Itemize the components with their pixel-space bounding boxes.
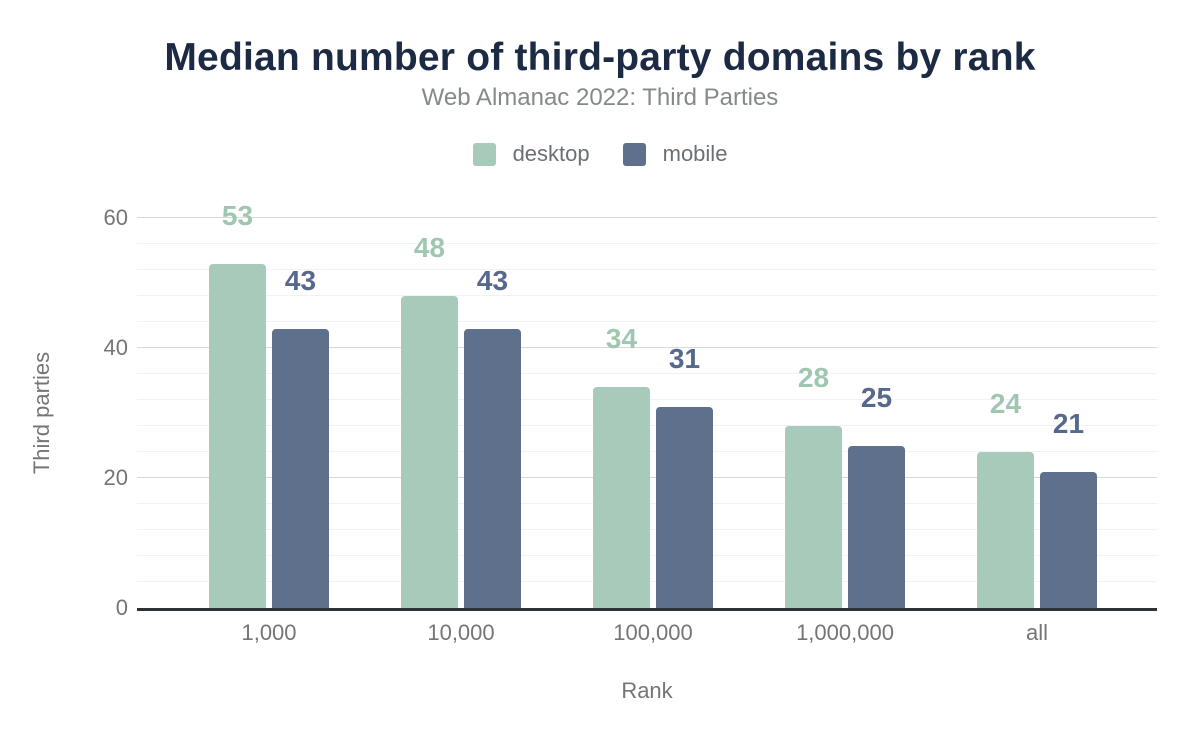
- x-category-label: 1,000: [241, 620, 297, 645]
- legend-label-desktop: desktop: [512, 141, 590, 166]
- major-gridline: [137, 217, 1157, 218]
- y-tick-label: 20: [103, 465, 128, 490]
- bar-desktop: [977, 452, 1034, 608]
- minor-gridline: [137, 321, 1157, 322]
- legend: desktop mobile: [0, 141, 1200, 167]
- bar-value-label: 34: [605, 323, 638, 354]
- x-category-label: 10,000: [427, 620, 495, 645]
- minor-gridline: [137, 373, 1157, 374]
- bar-value-label: 53: [221, 199, 254, 231]
- bar-mobile: [848, 445, 905, 608]
- chart-subtitle: Web Almanac 2022: Third Parties: [421, 84, 779, 111]
- y-axis-ticks: 0 20 40 60: [40, 205, 128, 620]
- bar-desktop: [593, 387, 650, 608]
- bar-value-label: 48: [413, 232, 446, 263]
- bar-mobile: [464, 328, 521, 608]
- bar-value-label: 43: [476, 264, 509, 296]
- bar-mobile: [1040, 471, 1097, 608]
- legend-swatch-mobile: [622, 142, 646, 166]
- x-category-label: all: [1025, 620, 1048, 645]
- minor-gridline: [137, 243, 1157, 244]
- legend-swatch-desktop: [472, 142, 496, 166]
- y-tick-label: 60: [103, 205, 128, 230]
- minor-gridline: [137, 269, 1157, 270]
- x-axis-title: Rank: [621, 678, 673, 703]
- bar-mobile: [272, 328, 329, 608]
- minor-gridline: [137, 295, 1157, 296]
- bar-desktop: [209, 263, 266, 608]
- bar-desktop: [785, 426, 842, 608]
- bar-value-label: 43: [284, 264, 317, 296]
- plot-area: 53 43 48 43 34 31 28 25 24 21: [137, 201, 1157, 608]
- legend-item-mobile: mobile: [622, 141, 728, 167]
- legend-item-desktop: desktop: [472, 141, 590, 167]
- bar-value-label: 25: [860, 381, 893, 413]
- bar-value-label: 28: [797, 362, 830, 393]
- x-axis-line: [137, 608, 1157, 611]
- bar-value-label: 24: [989, 388, 1022, 419]
- major-gridline: [137, 347, 1157, 348]
- chart-title: Median number of third-party domains by …: [164, 36, 1036, 79]
- x-axis-categories: 1,000 10,000 100,000 1,000,000 all: [137, 620, 1157, 648]
- x-category-label: 1,000,000: [796, 620, 894, 645]
- bar-value-label: 31: [668, 342, 701, 374]
- y-tick-label: 0: [115, 595, 128, 620]
- x-category-label: 100,000: [613, 620, 693, 645]
- y-tick-label: 40: [103, 335, 128, 360]
- bar-desktop: [401, 296, 458, 608]
- legend-label-mobile: mobile: [662, 141, 728, 166]
- bar-mobile: [656, 406, 713, 608]
- bar-value-label: 21: [1052, 407, 1085, 439]
